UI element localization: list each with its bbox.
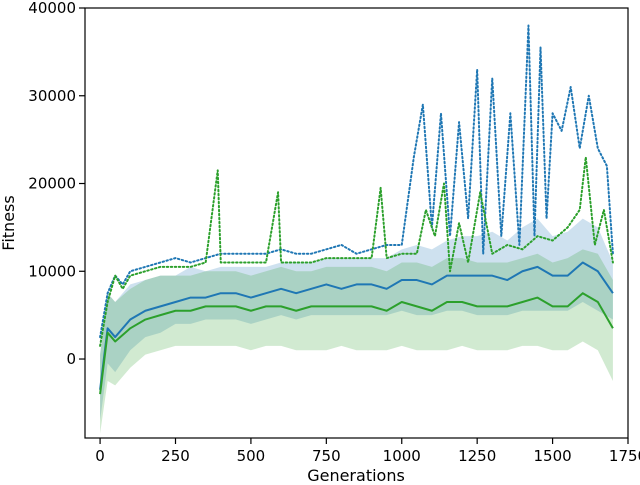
x-tick-label: 250 [161,447,190,465]
series-lines [99,24,614,395]
series-2-band [100,249,613,434]
y-tick-label: 20000 [28,175,76,193]
plot-frame [84,7,629,439]
x-tick-label: 500 [237,447,266,465]
series-1-line [99,24,614,339]
y-axis-label: Fitness [0,195,18,250]
x-tick-label: 1000 [383,447,421,465]
x-tick-label: 1500 [533,447,571,465]
series-0-line [99,261,614,390]
y-axis-ticks: 0 10000 20000 30000 40000 [28,0,85,368]
series-2-line [99,292,614,395]
y-tick-label: 40000 [28,0,76,17]
series-0-band [100,218,613,421]
x-tick-label: 1250 [458,447,496,465]
confidence-bands [100,218,613,434]
y-tick-label: 30000 [28,87,76,105]
x-axis-label: Generations [307,466,405,485]
y-tick-label: 0 [66,350,76,368]
y-tick-label: 10000 [28,262,76,280]
x-tick-label: 750 [312,447,341,465]
series-3-line [99,156,614,347]
x-tick-label: 0 [95,447,105,465]
